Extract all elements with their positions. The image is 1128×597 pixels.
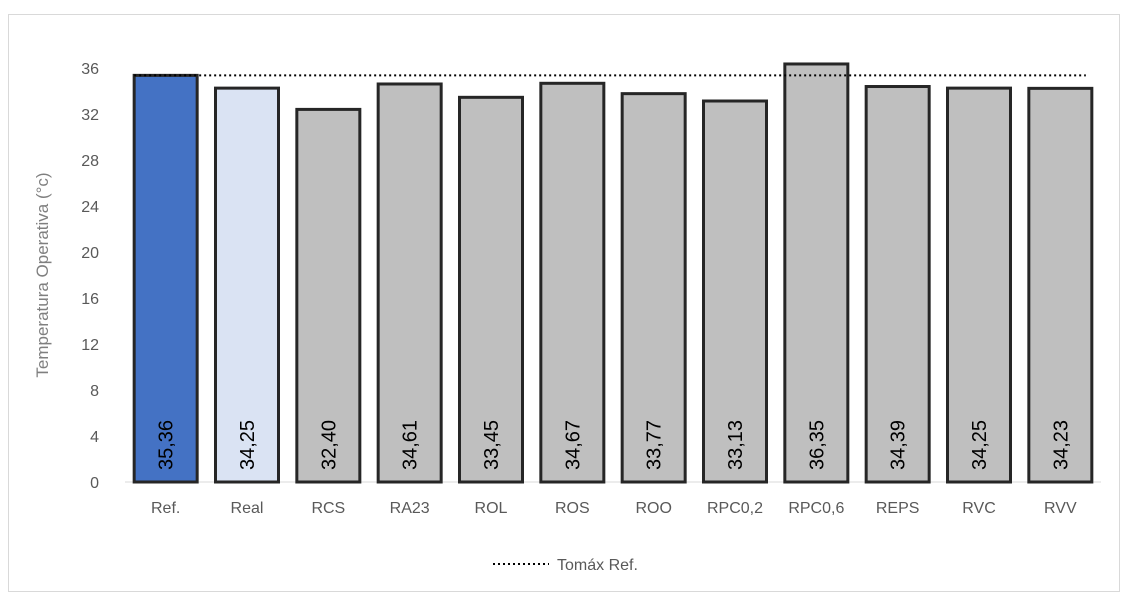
bar [783, 62, 850, 484]
x-tick-label: RVC [962, 500, 996, 517]
data-label: 33,45 [481, 420, 503, 470]
data-label: 34,39 [888, 420, 910, 470]
data-label: 34,25 [969, 420, 991, 470]
data-label: 33,13 [725, 420, 747, 470]
data-label: 32,40 [318, 420, 340, 470]
bar [946, 86, 1012, 484]
bar [702, 99, 768, 484]
bars: 35,36 34,25 32,40 34,61 33,45 34,67 33,77 33,13… [132, 62, 1094, 484]
bar [864, 85, 931, 484]
y-tick-label: 12 [81, 337, 99, 354]
bar [458, 95, 524, 484]
data-label: 34,61 [400, 420, 422, 470]
x-tick-label: RPC0,6 [788, 500, 844, 517]
data-label: 34,23 [1050, 420, 1072, 470]
bar [295, 107, 362, 484]
bar [132, 73, 199, 484]
x-tick-label: ROO [635, 500, 671, 517]
legend: Tomáx Ref. [493, 557, 638, 574]
x-tick-label: Ref. [151, 500, 180, 517]
x-tick-label: RA23 [390, 500, 430, 517]
x-tick-label: RVV [1044, 500, 1077, 517]
bar [539, 81, 606, 484]
bar [214, 86, 280, 484]
y-tick-label: 28 [81, 153, 99, 170]
y-tick-label: 16 [81, 291, 99, 308]
x-tick-label: REPS [876, 500, 920, 517]
y-tick-label: 4 [90, 429, 99, 446]
legend-label-reference: Tomáx Ref. [557, 557, 638, 574]
y-tick-label: 36 [81, 61, 99, 78]
bar-chart: 0 4 8 12 16 20 24 28 32 36 Temperatura Operativa … [33, 61, 1101, 574]
data-label: 34,67 [562, 420, 584, 470]
y-tick-label: 20 [81, 245, 99, 262]
x-axis: Ref. Real RCS RA23 ROL ROS ROO RPC0,2 RPC0,6 REPS… [151, 500, 1077, 517]
y-tick-label: 32 [81, 107, 99, 124]
data-label: 33,77 [644, 420, 666, 470]
x-tick-label: RCS [311, 500, 345, 517]
data-label: 34,25 [237, 420, 259, 470]
x-tick-label: RPC0,2 [707, 500, 763, 517]
bar [620, 92, 687, 484]
chart-frame: 0 4 8 12 16 20 24 28 32 36 Temperatura Operativa … [8, 14, 1120, 592]
y-axis-title: Temperatura Operativa (°c) [33, 172, 52, 377]
y-tick-label: 0 [90, 475, 99, 492]
y-tick-label: 8 [90, 383, 99, 400]
y-tick-label: 24 [81, 199, 99, 216]
x-tick-label: ROL [475, 500, 508, 517]
bar [1027, 86, 1094, 484]
data-label: 35,36 [156, 420, 178, 470]
bar [376, 82, 443, 484]
x-tick-label: ROS [555, 500, 590, 517]
data-label: 36,35 [806, 420, 828, 470]
y-axis: 0 4 8 12 16 20 24 28 32 36 [81, 61, 99, 492]
x-tick-label: Real [231, 500, 264, 517]
